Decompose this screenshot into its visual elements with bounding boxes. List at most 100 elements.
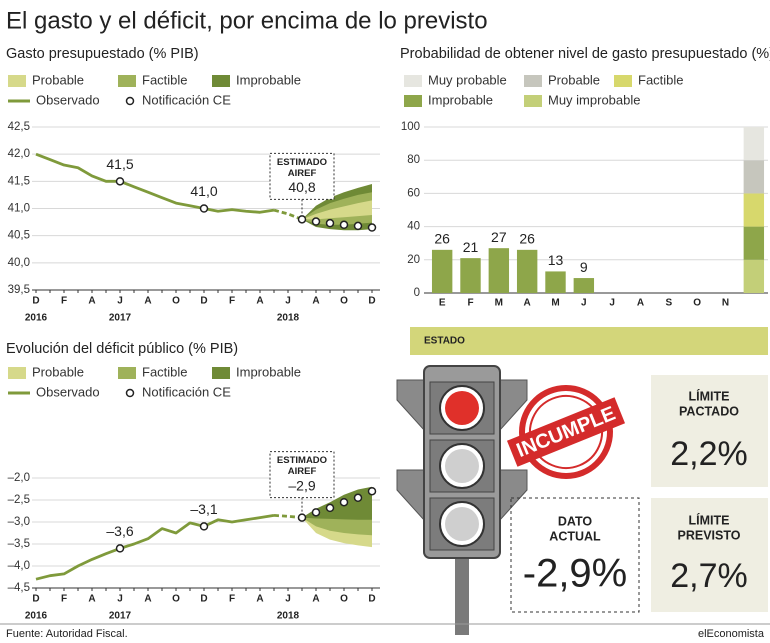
value-label: –3,1 <box>190 501 217 517</box>
notification-point <box>353 221 363 231</box>
value-label: 26 <box>434 231 450 247</box>
chart-title: Gasto presupuestado (% PIB) <box>6 46 199 62</box>
bar <box>460 258 481 293</box>
chart-title: Probabilidad de obtener nivel de gasto p… <box>400 46 770 62</box>
bar <box>488 248 510 293</box>
legend-label: Factible <box>638 72 684 87</box>
bar <box>431 249 453 293</box>
x-tick-label: F <box>229 296 235 307</box>
limit-title: PREVISTO <box>678 528 741 542</box>
x-tick-label: A <box>144 594 151 605</box>
x-tick-label: A <box>312 594 319 605</box>
x-tick-label: D <box>32 594 39 605</box>
y-tick-label: 41,0 <box>8 203 30 215</box>
x-tick-label: A <box>312 296 319 307</box>
x-tick-label: D <box>368 594 375 605</box>
y-tick-label: 80 <box>407 154 420 166</box>
y-tick-label: –2,0 <box>8 472 30 484</box>
legend-label: Improbable <box>236 364 301 379</box>
annotation-text: AIREF <box>288 168 317 179</box>
annotation-text: ESTIMADO <box>277 455 327 466</box>
x-tick-label: D <box>200 296 207 307</box>
x-tick-label: A <box>88 296 95 307</box>
value-label: 9 <box>580 259 588 275</box>
limit-box <box>651 375 768 487</box>
legend-label: Probable <box>548 72 600 87</box>
y-tick-label: 42,0 <box>8 148 30 160</box>
x-tick-label: J <box>285 296 291 307</box>
limit-title: PACTADO <box>679 404 739 418</box>
y-tick-label: –4,0 <box>8 560 30 572</box>
x-tick-label: J <box>117 296 123 307</box>
y-tick-label: 41,5 <box>8 175 30 187</box>
x-tick-label: J <box>117 594 123 605</box>
value-label: 27 <box>491 229 507 245</box>
limit-title: LÍMITE <box>689 388 730 403</box>
legend-swatch <box>404 75 422 87</box>
value-label: –3,6 <box>106 523 133 539</box>
status-label: ESTADO <box>424 336 465 347</box>
notification-point <box>297 215 307 224</box>
observed-line <box>35 152 275 214</box>
legend-swatch <box>404 95 422 107</box>
legend-label: Improbable <box>428 92 493 107</box>
source: Fuente: Autoridad Fiscal. <box>6 628 128 640</box>
year-label: 2016 <box>25 313 48 324</box>
y-tick-label: –2,5 <box>8 494 30 506</box>
year-label: 2017 <box>109 611 132 622</box>
legend-label: Factible <box>142 72 188 87</box>
x-tick-label: D <box>32 296 39 307</box>
legend-swatch <box>8 75 26 87</box>
x-tick-label: F <box>61 296 67 307</box>
projection-line <box>273 514 303 519</box>
y-tick-label: 60 <box>407 187 420 199</box>
bar <box>545 271 566 293</box>
legend-label: Observado <box>36 92 100 107</box>
value-label: 41,0 <box>190 183 217 199</box>
x-tick-label: A <box>88 594 95 605</box>
limit-title: LÍMITE <box>689 512 730 527</box>
x-tick-label: A <box>256 594 263 605</box>
limit-box <box>651 498 768 612</box>
notification-point <box>199 522 209 531</box>
x-tick-label: D <box>368 296 375 307</box>
legend-swatch <box>524 75 542 87</box>
legend-label: Notificación CE <box>142 384 231 399</box>
stack-segment <box>743 193 765 227</box>
legend-label: Observado <box>36 384 100 399</box>
x-tick-label: M <box>495 298 503 309</box>
notification-point <box>325 503 335 513</box>
brand: elEconomista <box>698 628 765 640</box>
x-tick-label: J <box>609 298 615 309</box>
value-label: 26 <box>519 231 535 247</box>
current-box <box>510 497 640 613</box>
x-tick-label: N <box>722 298 729 309</box>
legend-swatch <box>8 367 26 379</box>
legend-swatch <box>212 75 230 87</box>
legend-label: Notificación CE <box>142 92 231 107</box>
notification-point <box>339 497 349 507</box>
value-label: –2,9 <box>288 477 315 493</box>
notification-point <box>325 218 335 228</box>
annotation-text: AIREF <box>288 466 317 477</box>
y-tick-label: 0 <box>414 287 420 299</box>
legend-label: Improbable <box>236 72 301 87</box>
y-tick-label: –4,5 <box>8 582 30 594</box>
legend-swatch <box>118 367 136 379</box>
legend-marker <box>125 96 135 106</box>
y-tick-label: 42,5 <box>8 121 30 133</box>
notification-point <box>339 220 349 230</box>
observed-line <box>35 514 275 581</box>
x-tick-label: J <box>581 298 587 309</box>
y-tick-label: 40,5 <box>8 230 30 242</box>
x-tick-label: S <box>665 298 672 309</box>
notification-point <box>115 544 125 553</box>
value-label: 41,5 <box>106 156 133 172</box>
x-tick-label: F <box>61 594 67 605</box>
year-label: 2016 <box>25 611 48 622</box>
stack-segment <box>743 160 765 194</box>
legend-swatch <box>614 75 632 87</box>
annotation-text: ESTIMADO <box>277 157 327 168</box>
legend-label: Muy probable <box>428 72 507 87</box>
